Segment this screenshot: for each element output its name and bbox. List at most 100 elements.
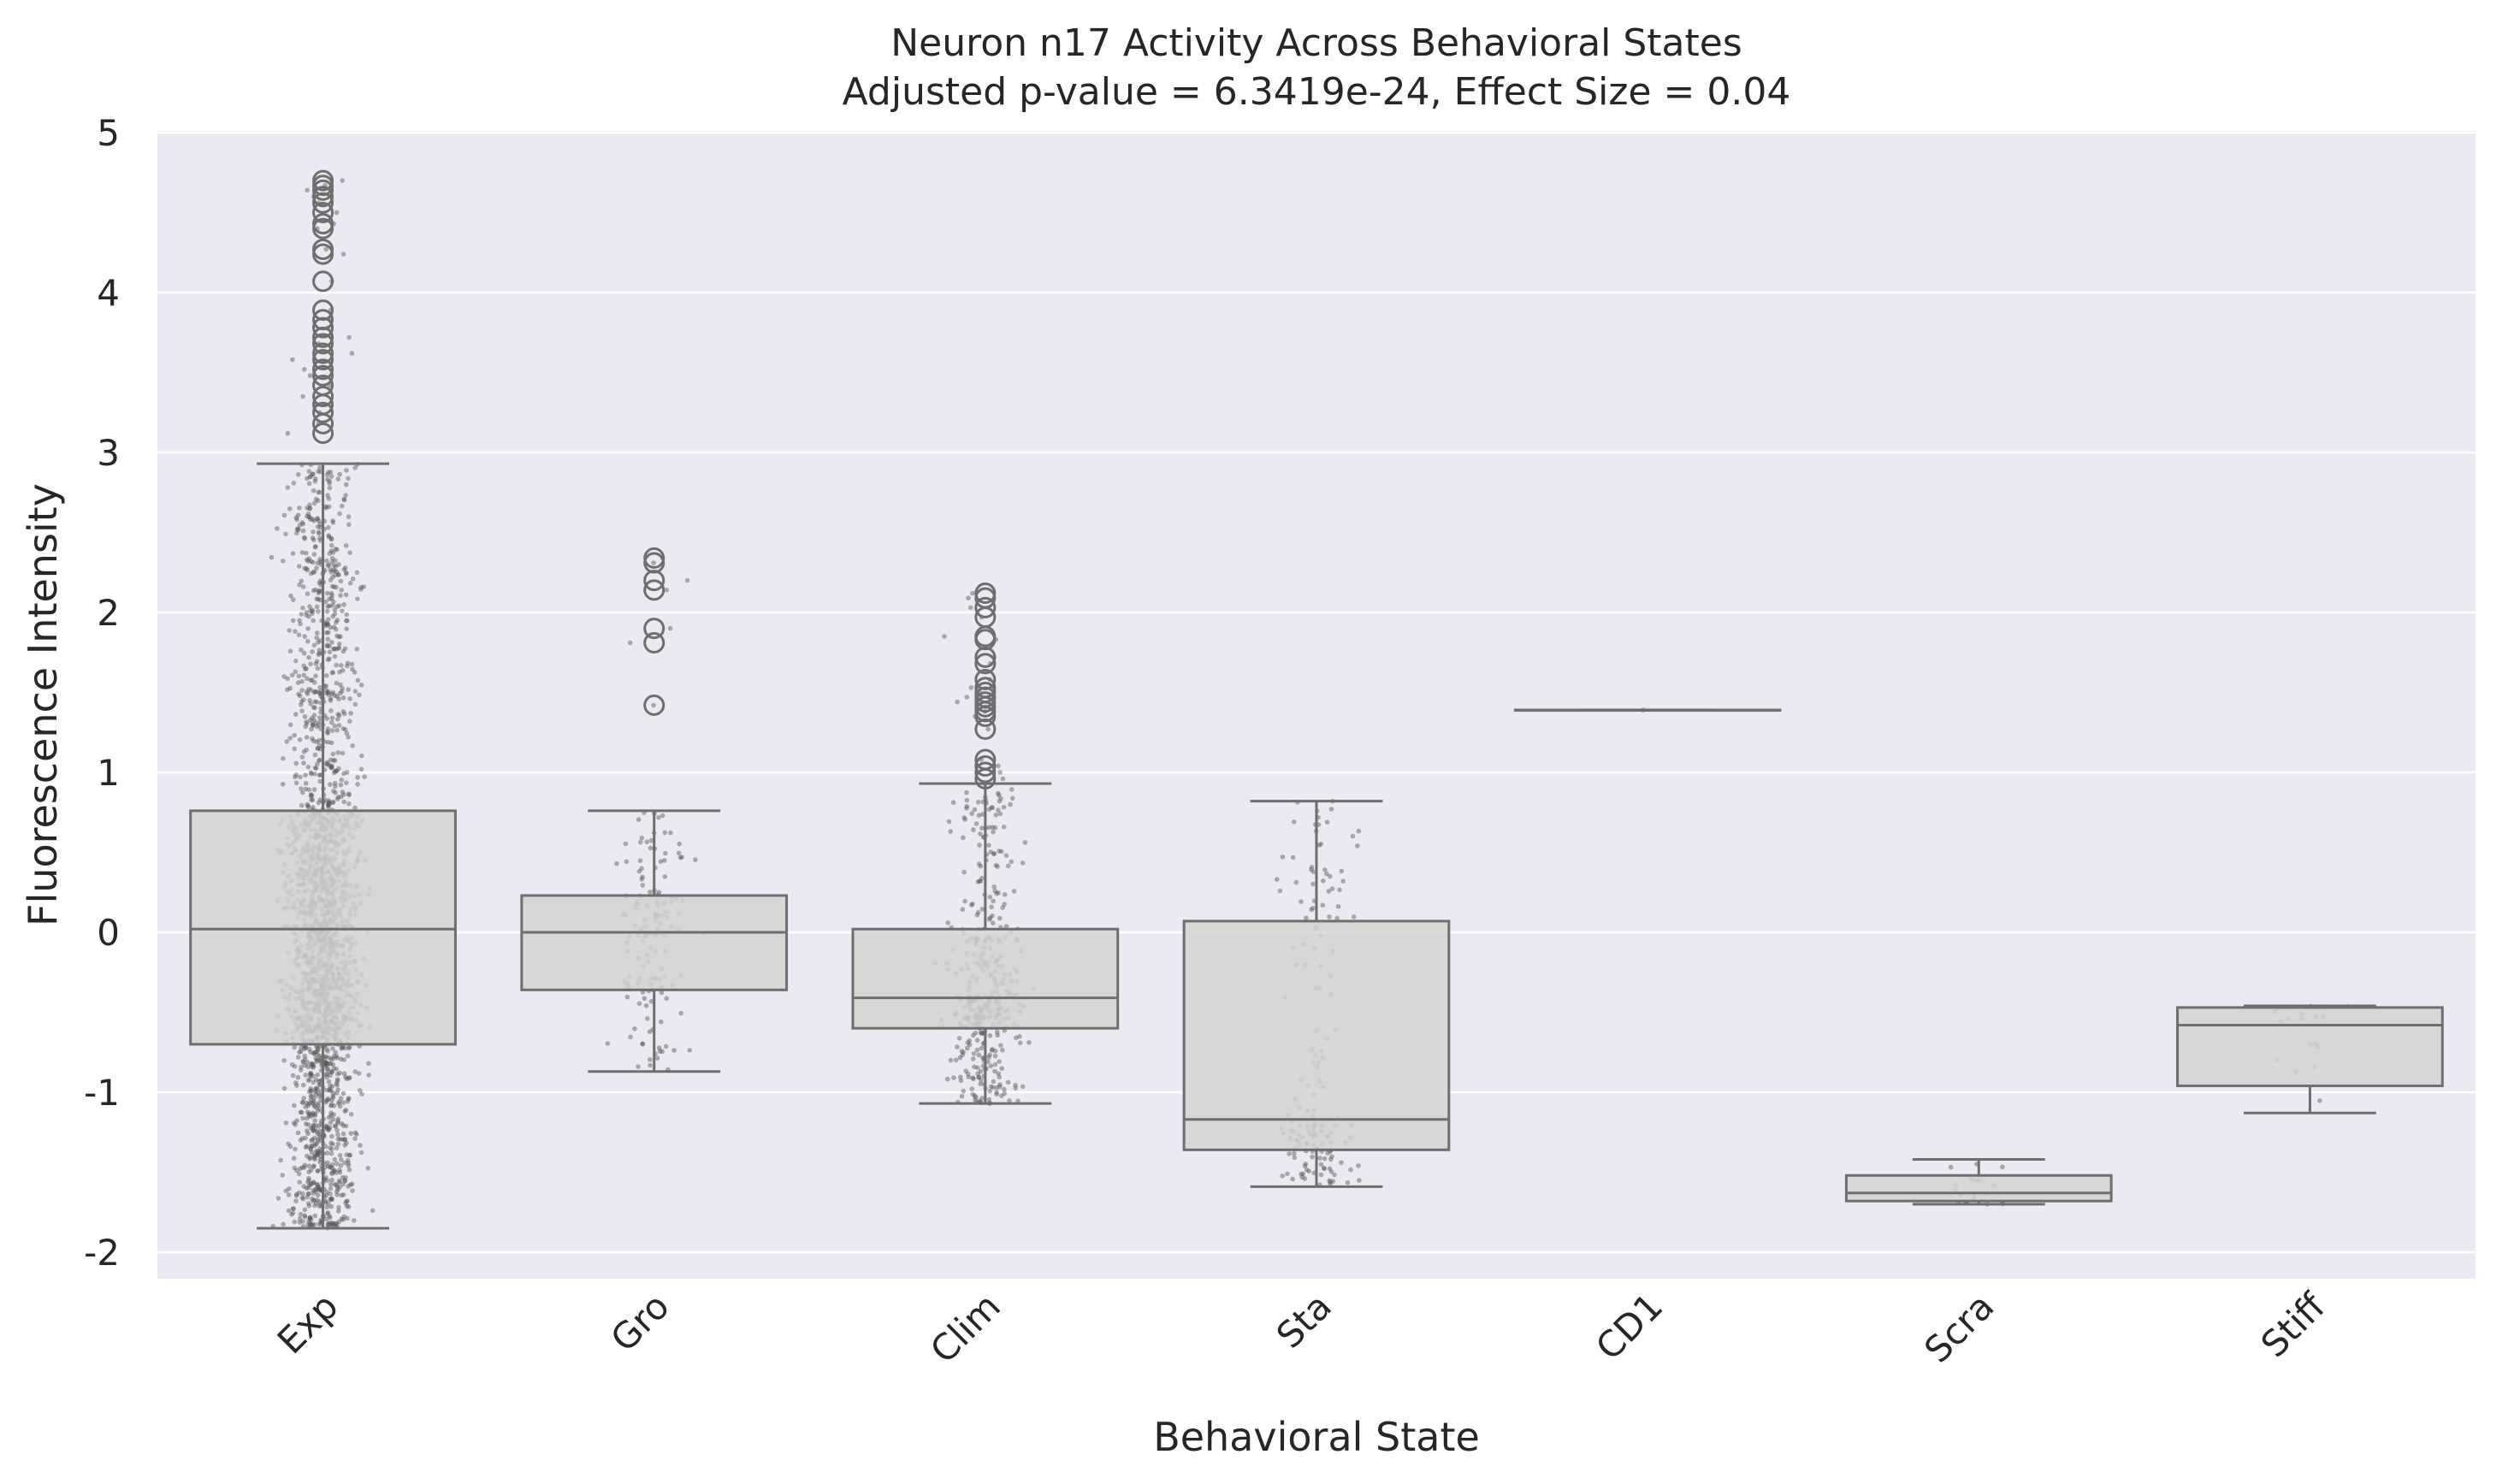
jitter-point (324, 1190, 330, 1195)
jitter-point (324, 623, 330, 628)
jitter-point (1014, 1035, 1019, 1041)
jitter-point (290, 1073, 296, 1079)
jitter-point (317, 1078, 323, 1084)
jitter-point (339, 1046, 344, 1051)
jitter-point (306, 1111, 312, 1117)
box-plots (189, 169, 2444, 1230)
jitter-point (295, 1130, 301, 1136)
jitter-point (305, 559, 311, 564)
jitter-point (303, 1144, 309, 1150)
jitter-point (311, 1191, 316, 1196)
jitter-point (309, 1222, 315, 1227)
jitter-point (324, 630, 329, 636)
jitter-point (648, 837, 654, 843)
jitter-point (317, 1156, 323, 1162)
jitter-point (305, 1131, 311, 1137)
jitter-point (305, 1060, 311, 1065)
jitter-point (281, 559, 286, 564)
jitter-point (1274, 877, 1280, 882)
jitter-point (334, 619, 339, 625)
outlier-marker (312, 423, 334, 445)
jitter-point (325, 563, 331, 568)
jitter-point (333, 769, 338, 774)
jitter-point (311, 618, 316, 624)
jitter-point (340, 1044, 346, 1050)
jitter-point (328, 1073, 334, 1079)
jitter-point (317, 557, 323, 562)
jitter-point (330, 1046, 335, 1051)
jitter-point (292, 1103, 297, 1109)
jitter-point (1355, 843, 1360, 848)
jitter-point (328, 1222, 334, 1228)
jitter-point (335, 572, 341, 577)
jitter-point (330, 1061, 336, 1067)
jitter-point (329, 1197, 334, 1203)
jitter-point (999, 1066, 1005, 1071)
jitter-point (311, 1123, 316, 1129)
jitter-point (310, 723, 316, 728)
jitter-point (640, 874, 645, 880)
jitter-point (987, 1052, 992, 1058)
jitter-point (347, 581, 353, 586)
y-tick-label: 3 (97, 432, 120, 474)
jitter-point (305, 801, 311, 807)
jitter-point (299, 786, 304, 791)
jitter-point (308, 559, 314, 565)
jitter-point (311, 552, 317, 557)
jitter-point (316, 588, 322, 594)
jitter-point (336, 562, 341, 567)
jitter-point (323, 1174, 328, 1180)
jitter-point (310, 1112, 316, 1117)
jitter-point (297, 1220, 303, 1225)
jitter-point (305, 1185, 311, 1191)
jitter-point (329, 1221, 334, 1227)
jitter-point (306, 654, 311, 660)
jitter-point (307, 698, 312, 703)
jitter-point (327, 603, 332, 609)
jitter-point (304, 719, 309, 724)
jitter-point (328, 1164, 333, 1170)
jitter-point (313, 1122, 319, 1128)
jitter-point (305, 187, 311, 193)
jitter-point (305, 1115, 310, 1121)
jitter-point (303, 1044, 309, 1049)
jitter-point (297, 523, 303, 528)
jitter-point (998, 848, 1004, 854)
y-axis-label: Fluorescence Intensity (20, 483, 66, 926)
jitter-point (1316, 843, 1322, 848)
jitter-point (340, 1123, 346, 1128)
jitter-point (662, 858, 667, 863)
jitter-point (303, 1045, 308, 1050)
jitter-point (978, 1081, 983, 1086)
jitter-point (311, 1198, 316, 1203)
jitter-point (614, 860, 619, 866)
jitter-point (311, 1102, 316, 1107)
jitter-point (337, 1103, 343, 1109)
jitter-point (1000, 905, 1006, 910)
jitter-point (311, 529, 316, 535)
jitter-point (313, 1089, 318, 1095)
jitter-point (287, 1144, 293, 1150)
outlier-marker (312, 309, 334, 331)
jitter-point (345, 618, 350, 624)
jitter-point (1011, 889, 1017, 894)
jitter-point (668, 830, 673, 836)
jitter-point (334, 1067, 340, 1072)
jitter-point (294, 1191, 299, 1197)
jitter-point (1328, 873, 1333, 879)
jitter-point (328, 1061, 334, 1067)
jitter-point (310, 611, 315, 617)
jitter-point (342, 1160, 347, 1166)
jitter-point (355, 775, 360, 780)
jitter-point (329, 555, 335, 561)
jitter-point (997, 798, 1003, 804)
jitter-point (305, 676, 310, 682)
jitter-point (1292, 1155, 1298, 1161)
jitter-point (997, 848, 1002, 854)
jitter-point (342, 1109, 348, 1114)
jitter-point (317, 718, 323, 724)
jitter-point (299, 688, 305, 693)
jitter-point (336, 645, 342, 650)
jitter-point (293, 629, 298, 634)
jitter-point (341, 497, 347, 503)
